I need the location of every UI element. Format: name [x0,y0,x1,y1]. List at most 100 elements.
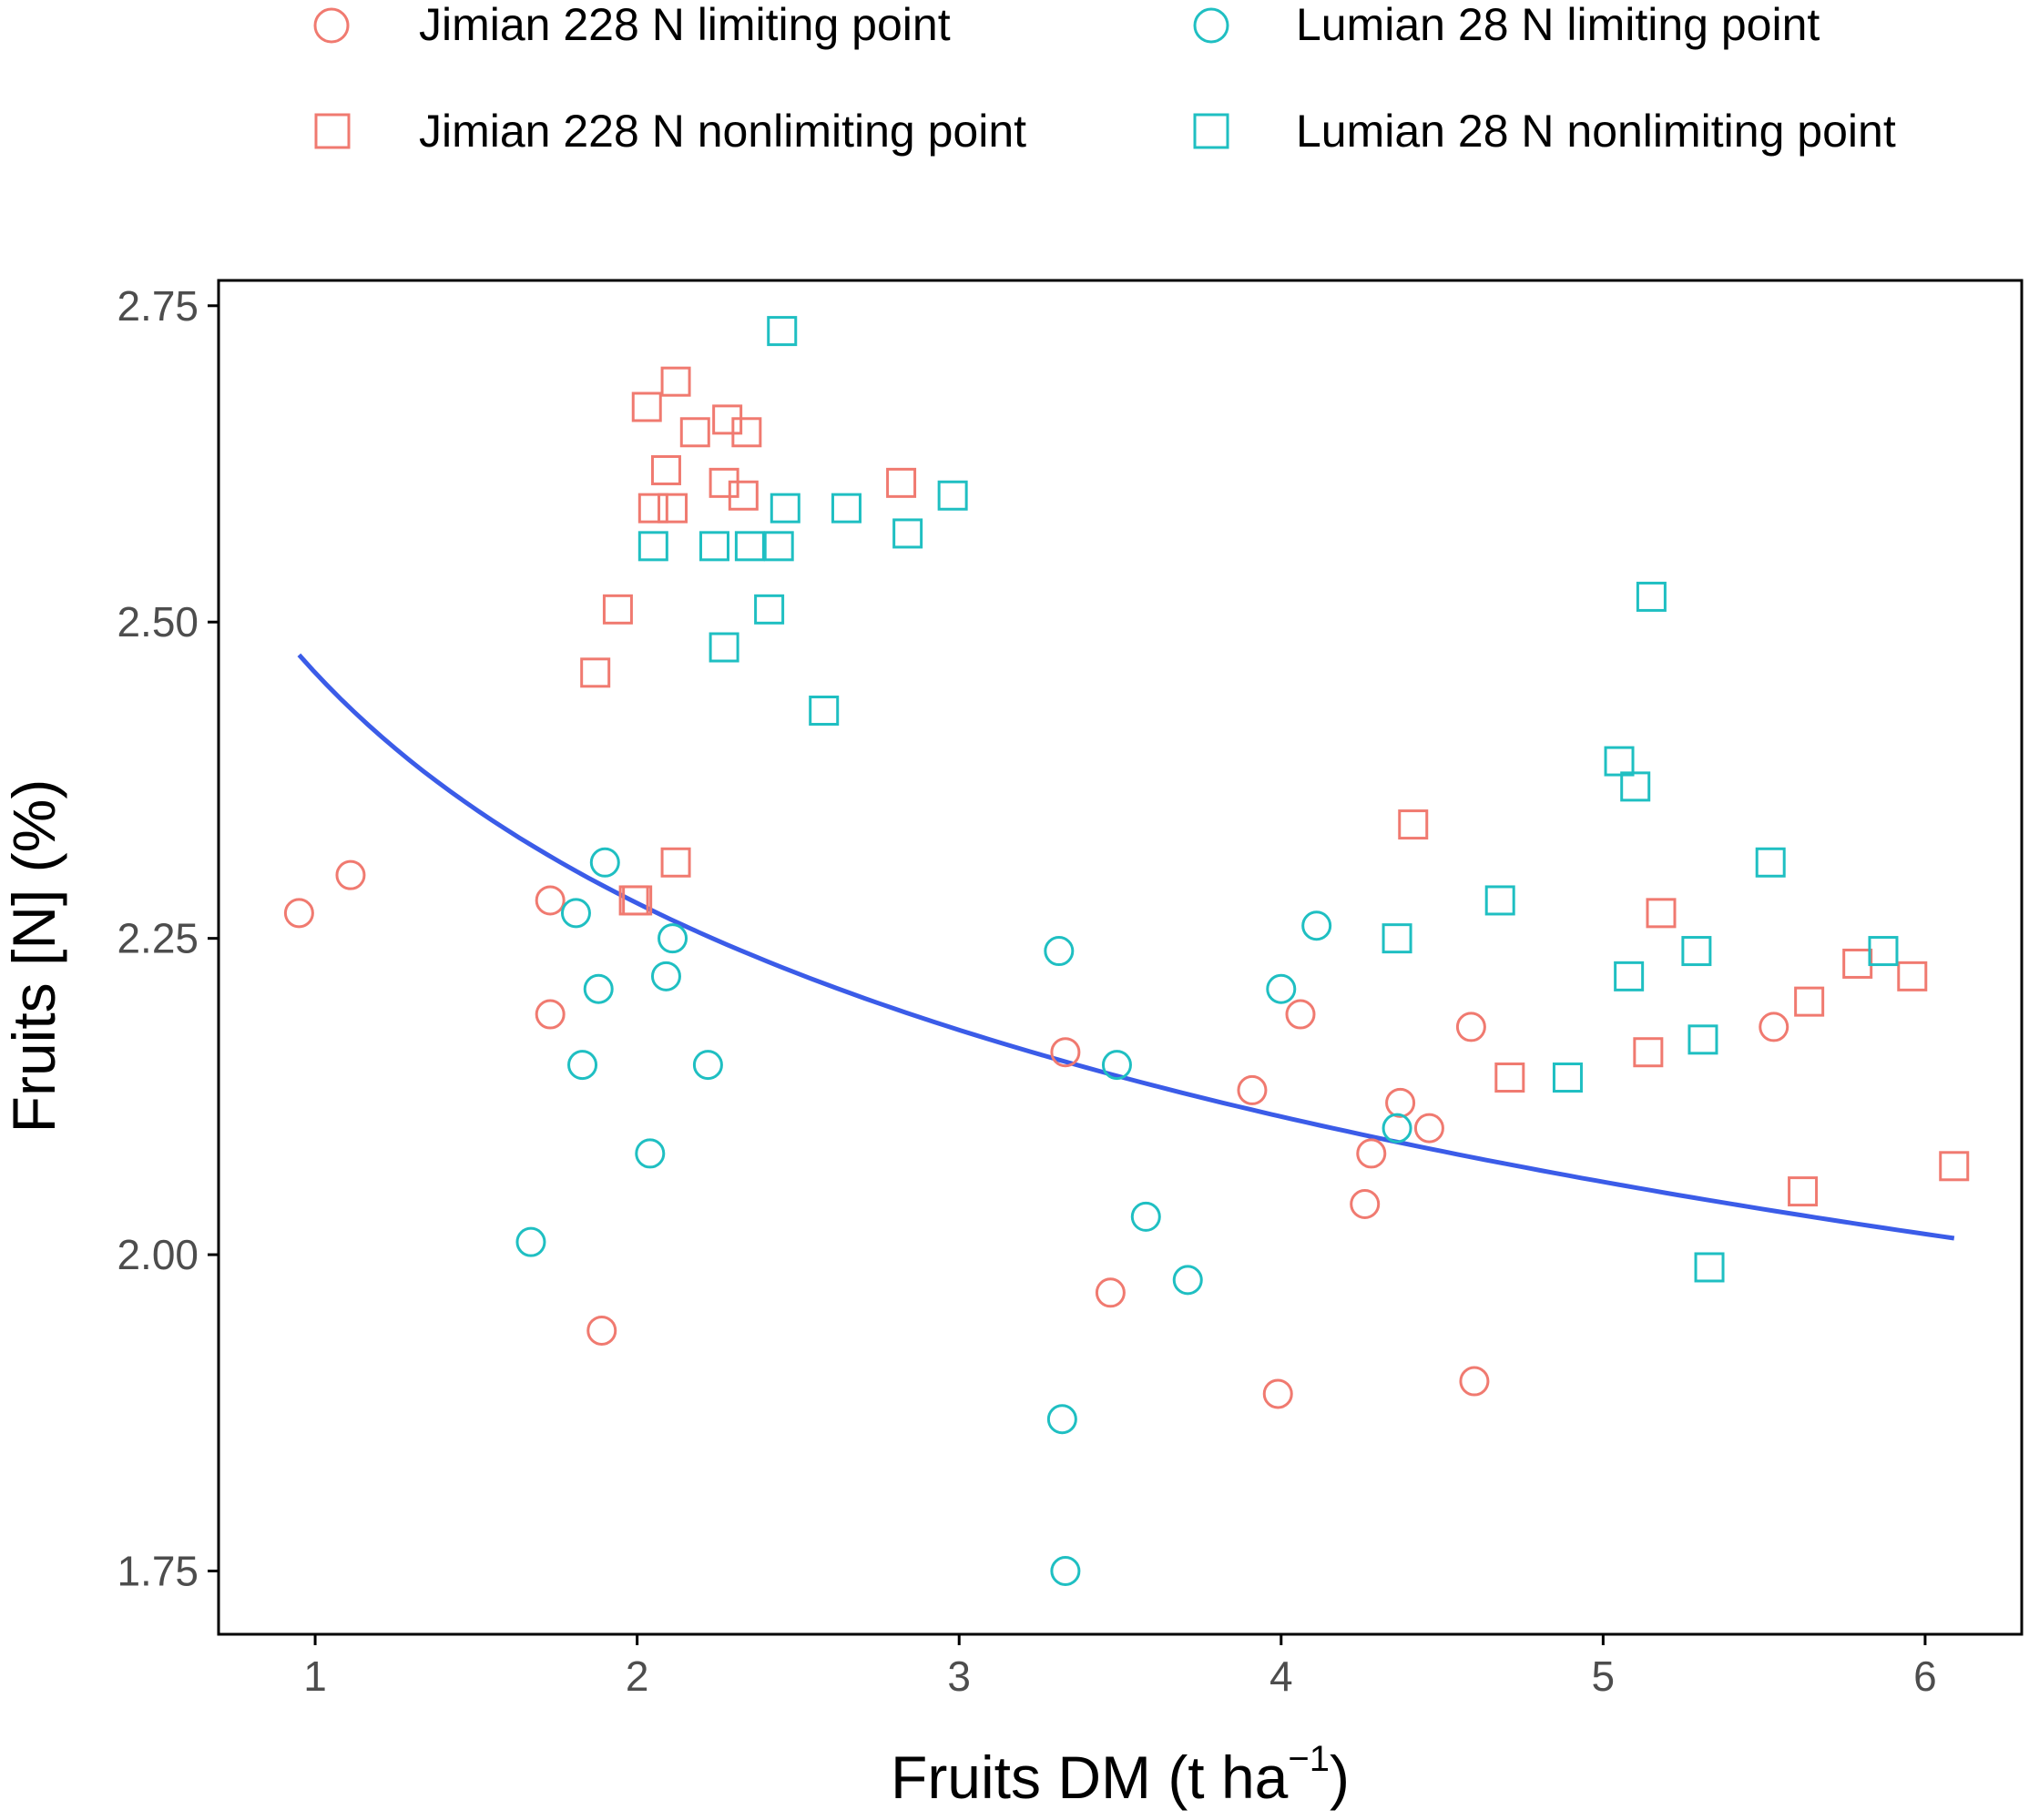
y-tick-label: 2.75 [117,282,199,330]
point-series-3 [699,531,729,562]
point-series-3 [1382,923,1412,954]
point-series-2 [1172,1265,1203,1296]
point-series-0 [535,885,566,916]
point-series-0 [1759,1012,1789,1042]
point-series-1 [1788,1176,1819,1207]
point-series-1 [1939,1151,1970,1182]
point-series-3 [767,316,798,347]
x-axis: 1 2 3 4 5 6 [303,1634,1937,1700]
plot-panel [217,279,2024,1636]
fit-curve [297,653,1955,1241]
point-series-1 [886,467,917,498]
point-series-3 [809,696,840,727]
point-series-2 [1130,1201,1161,1232]
point-series-3 [937,480,968,511]
point-series-3 [831,493,862,524]
point-series-0 [1455,1012,1486,1042]
legend: Jimian 228 N limiting point Lumian 28 N … [313,0,1896,157]
point-series-3 [770,493,800,524]
point-series-1 [660,366,691,397]
x-tick-label: 4 [1269,1652,1293,1700]
point-series-2 [567,1050,598,1081]
points-layer [283,316,1970,1587]
point-series-0 [1237,1074,1268,1105]
x-tick-label: 1 [303,1652,327,1700]
point-series-2 [650,961,681,991]
y-axis-title: Fruits [N] (%) [0,779,67,1134]
point-series-0 [1285,999,1316,1030]
point-series-1 [637,493,668,524]
x-axis-title-main: Fruits DM (t ha [891,1744,1289,1811]
point-series-2 [1382,1113,1412,1144]
legend-marker-lumian-limiting [1193,7,1229,44]
point-series-1 [1494,1063,1525,1093]
point-series-1 [580,657,611,688]
point-series-1 [1633,1037,1664,1068]
point-series-0 [1413,1113,1444,1144]
point-series-1 [658,493,688,524]
point-series-2 [560,898,591,929]
x-axis-title-superscript: −1 [1288,1739,1330,1779]
x-tick-label: 3 [947,1652,971,1700]
point-series-1 [602,594,633,625]
point-series-3 [1687,1024,1718,1055]
point-series-0 [1095,1277,1126,1308]
y-tick-label: 2.25 [117,915,199,962]
point-series-0 [1050,1037,1081,1068]
point-series-1 [1794,986,1825,1017]
point-series-0 [586,1315,617,1346]
legend-marker-lumian-nonlimiting [1193,113,1229,149]
legend-marker-jimian-nonlimiting [314,113,351,149]
point-series-0 [1350,1188,1381,1219]
point-series-2 [1044,936,1075,967]
point-series-1 [1646,898,1677,929]
point-series-3 [1755,847,1786,878]
point-series-1 [679,417,710,448]
legend-label-lumian-limiting: Lumian 28 N limiting point [1296,0,1820,50]
point-series-3 [709,632,739,663]
y-tick-label: 2.50 [117,598,199,646]
legend-label-jimian-nonlimiting: Jimian 228 N nonlimiting point [419,106,1026,157]
point-series-0 [1262,1378,1293,1409]
point-series-3 [1694,1252,1725,1283]
point-series-2 [692,1050,723,1081]
x-tick-label: 5 [1592,1652,1616,1700]
point-series-2 [1050,1556,1081,1587]
point-series-2 [589,847,620,878]
point-series-3 [892,518,923,549]
point-series-1 [650,454,681,485]
point-series-3 [1868,936,1899,967]
y-tick-label: 1.75 [117,1548,199,1595]
point-series-1 [622,885,653,916]
fit-curve-layer [297,653,1955,1241]
point-series-0 [335,859,366,890]
y-tick-label: 2.00 [117,1231,199,1278]
x-axis-title: Fruits DM (t ha−1) [891,1739,1350,1811]
point-series-3 [1614,961,1645,991]
point-series-1 [1398,809,1429,840]
point-series-0 [1459,1366,1490,1397]
x-axis-title-close: ) [1330,1744,1350,1811]
point-series-0 [1356,1138,1387,1169]
point-series-2 [658,923,688,954]
point-series-2 [1301,910,1332,941]
y-axis: 1.75 2.00 2.25 2.50 2.75 [117,282,219,1595]
point-series-2 [1046,1404,1077,1435]
point-series-3 [734,531,765,562]
point-series-2 [1101,1050,1132,1081]
legend-marker-jimian-limiting [313,7,350,44]
point-series-2 [515,1226,546,1257]
point-series-2 [635,1138,666,1169]
point-series-3 [1636,581,1667,612]
point-series-0 [283,898,314,929]
point-series-2 [583,973,614,1004]
point-series-3 [754,594,785,625]
point-series-1 [660,847,691,878]
point-series-2 [1266,973,1297,1004]
point-series-3 [1552,1063,1583,1093]
point-series-3 [1604,746,1635,777]
point-series-3 [763,531,794,562]
x-tick-label: 2 [626,1652,649,1700]
point-series-0 [1385,1087,1416,1118]
